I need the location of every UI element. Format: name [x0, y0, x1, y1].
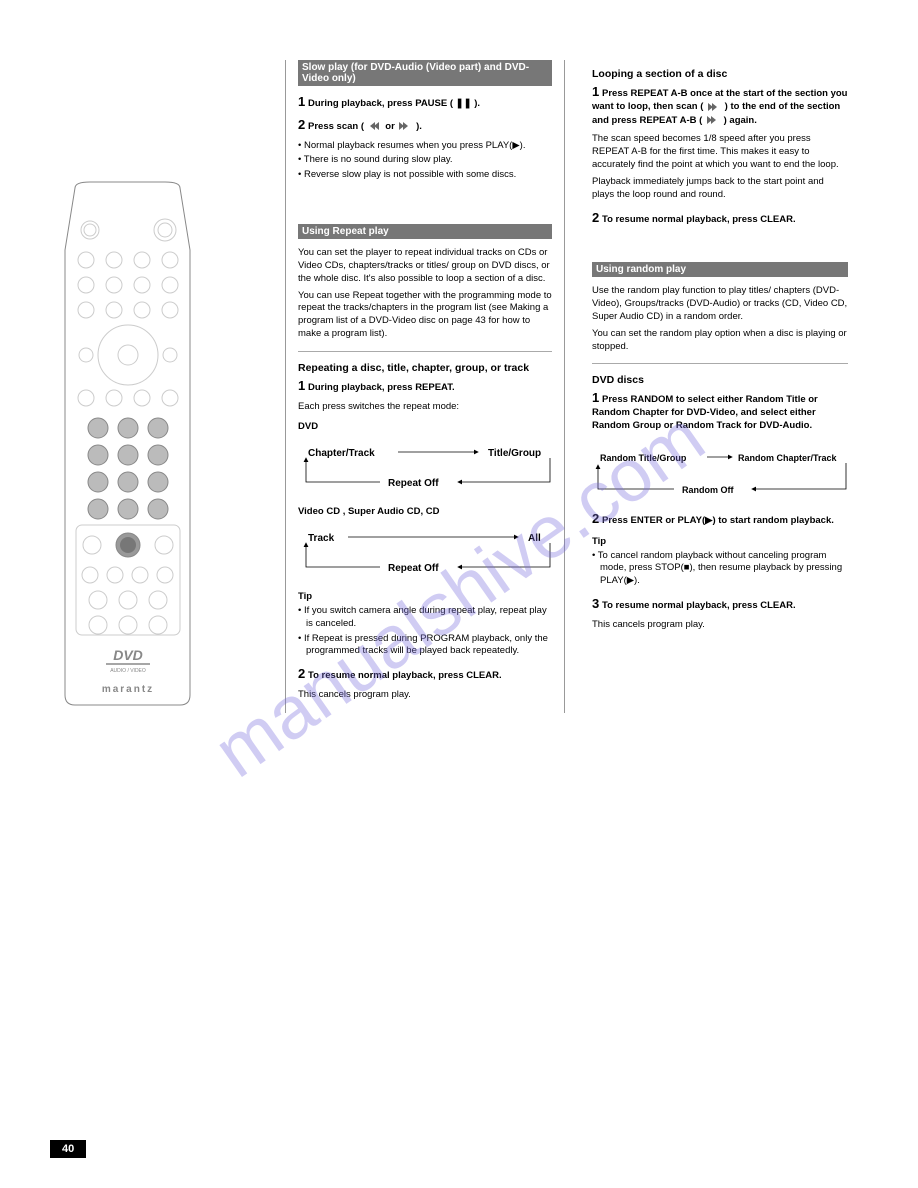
- pause-icon: ❚❚: [456, 98, 472, 109]
- body-text: This cancels program play.: [592, 619, 848, 632]
- body-text: Each press switches the repeat mode:: [298, 401, 552, 414]
- step-text: During playback, press REPEAT.: [308, 382, 455, 393]
- middle-column: Slow play (for DVD-Audio (Video part) an…: [285, 60, 565, 713]
- repeat-cycle-vcd: Track All Repeat Off: [298, 527, 552, 577]
- random-dvd-title: DVD discs: [592, 374, 848, 386]
- body-text: This cancels program play.: [298, 689, 552, 702]
- loop-step-2: 2 To resume normal playback, press CLEAR…: [592, 210, 848, 227]
- svg-text:AUDIO / VIDEO: AUDIO / VIDEO: [110, 668, 146, 674]
- page-container: DVD AUDIO / VIDEO marantz Slow play (for…: [0, 0, 918, 743]
- divider: [298, 351, 552, 352]
- body-text: You can set the random play option when …: [592, 328, 848, 354]
- scan-fwd-icon: [706, 101, 722, 113]
- repeat-play-header: Using Repeat play: [298, 224, 552, 239]
- bullet: • Reverse slow play is not possible with…: [298, 169, 552, 182]
- svg-text:Track: Track: [308, 533, 335, 544]
- slow-step-1: 1 During playback, press PAUSE ( ❚❚ ).: [298, 94, 552, 111]
- step-number: 2: [298, 666, 305, 681]
- svg-text:Random Title/Group: Random Title/Group: [600, 453, 687, 463]
- step-text: Press scan (: [308, 121, 364, 132]
- svg-text:Repeat Off: Repeat Off: [388, 563, 439, 574]
- svg-text:Chapter/Track: Chapter/Track: [308, 448, 375, 459]
- tip-label: Tip: [592, 536, 848, 547]
- step-text: During playback, press PAUSE (: [308, 98, 453, 109]
- svg-text:Random Off: Random Off: [682, 485, 734, 495]
- bullet: • There is no sound during slow play.: [298, 154, 552, 167]
- step-text: To resume normal playback, press CLEAR.: [602, 600, 796, 611]
- svg-text:Repeat Off: Repeat Off: [388, 478, 439, 489]
- repeat-step-1: 1 During playback, press REPEAT.: [298, 378, 552, 395]
- tip-label: Tip: [298, 591, 552, 602]
- step-text: Press RANDOM to select either Random Tit…: [592, 394, 818, 431]
- right-column: Looping a section of a disc 1 Press REPE…: [580, 60, 860, 713]
- step-number: 3: [592, 596, 599, 611]
- repeat-step-2: 2 To resume normal playback, press CLEAR…: [298, 666, 552, 683]
- bullet: • To cancel random playback without canc…: [592, 550, 848, 588]
- bullet: • If Repeat is pressed during PROGRAM pl…: [298, 633, 552, 659]
- scan-fwd-icon: [397, 120, 413, 132]
- random-step-2: 2 Press ENTER or PLAY(▶) to start random…: [592, 511, 848, 528]
- step-number: 2: [592, 511, 599, 526]
- step-number: 1: [298, 378, 305, 393]
- slow-step-2: 2 Press scan ( or ).: [298, 117, 552, 134]
- step-text: ).: [474, 98, 480, 109]
- step-number: 1: [592, 390, 599, 405]
- svg-text:Random Chapter/Track: Random Chapter/Track: [738, 453, 838, 463]
- scan-back-icon: [367, 120, 383, 132]
- scan-fwd-icon: [705, 114, 721, 126]
- step-number: 2: [592, 210, 599, 225]
- bullet: • Normal playback resumes when you press…: [298, 140, 552, 153]
- dvd-label: DVD: [298, 421, 552, 434]
- svg-text:marantz: marantz: [102, 684, 154, 695]
- remote-control-diagram: DVD AUDIO / VIDEO marantz: [50, 180, 205, 710]
- svg-text:All: All: [528, 533, 541, 544]
- bullet: • If you switch camera angle during repe…: [298, 605, 552, 631]
- svg-text:DVD: DVD: [113, 647, 143, 663]
- repeat-cycle-dvd: Chapter/Track Title/Group Repeat Off: [298, 442, 552, 492]
- body-text: The scan speed becomes 1/8 speed after y…: [592, 133, 848, 171]
- step-text: To resume normal playback, press CLEAR.: [308, 670, 502, 681]
- vcd-label: Video CD , Super Audio CD, CD: [298, 506, 552, 519]
- step-text: Press ENTER or PLAY(▶) to start random p…: [602, 515, 834, 526]
- body-text: Playback immediately jumps back to the s…: [592, 176, 848, 202]
- random-step-3: 3 To resume normal playback, press CLEAR…: [592, 596, 848, 613]
- loop-step-1: 1 Press REPEAT A-B once at the start of …: [592, 84, 848, 127]
- page-number: 40: [50, 1140, 86, 1158]
- remote-illustration-column: DVD AUDIO / VIDEO marantz: [50, 60, 270, 713]
- svg-text:Title/Group: Title/Group: [488, 448, 541, 459]
- repeat-subtitle: Repeating a disc, title, chapter, group,…: [298, 362, 552, 374]
- random-cycle: Random Title/Group Random Chapter/Track …: [592, 447, 848, 497]
- slow-play-header: Slow play (for DVD-Audio (Video part) an…: [298, 60, 552, 86]
- step-text: ).: [416, 121, 422, 132]
- loop-title: Looping a section of a disc: [592, 68, 848, 80]
- step-number: 2: [298, 117, 305, 132]
- step-text: ) again.: [724, 115, 757, 126]
- body-text: Use the random play function to play tit…: [592, 285, 848, 323]
- step-number: 1: [298, 94, 305, 109]
- divider: [592, 363, 848, 364]
- step-text: To resume normal playback, press CLEAR.: [602, 214, 796, 225]
- random-play-header: Using random play: [592, 262, 848, 277]
- body-text: You can use Repeat together with the pro…: [298, 290, 552, 341]
- step-number: 1: [592, 84, 599, 99]
- step-text: or: [385, 121, 397, 132]
- random-step-1: 1 Press RANDOM to select either Random T…: [592, 390, 848, 432]
- body-text: You can set the player to repeat individ…: [298, 247, 552, 285]
